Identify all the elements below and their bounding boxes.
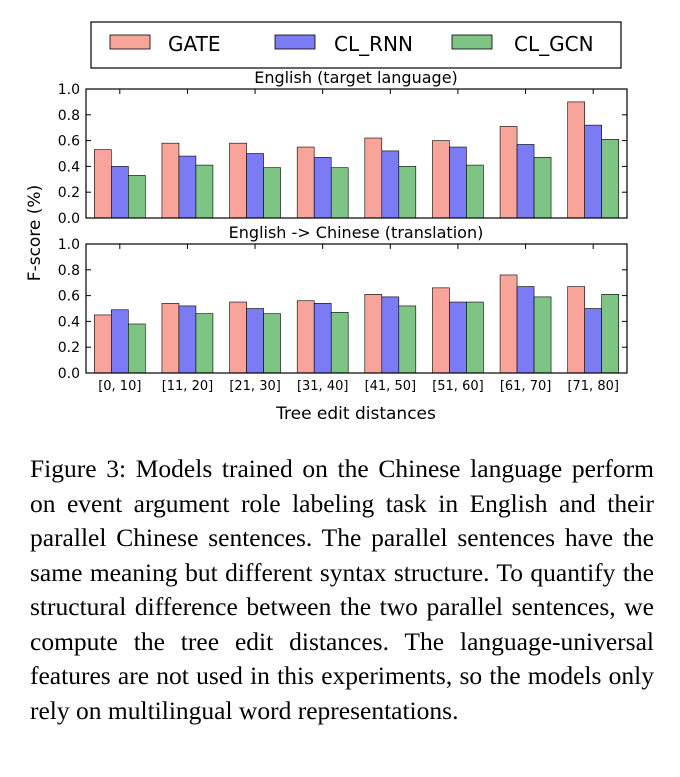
y-tick-label: 1.0	[58, 237, 80, 253]
y-axis-label: F-score (%)	[25, 185, 45, 281]
bar-cl-rnn	[178, 155, 197, 219]
bar-cl-gcn	[128, 175, 146, 219]
bar-gate	[364, 137, 383, 219]
bar-gate	[296, 300, 315, 374]
bar-cl-rnn	[516, 144, 535, 219]
bar-cl-gcn	[195, 313, 214, 374]
y-tick-label: 0.8	[58, 263, 80, 279]
bar-gate	[161, 303, 180, 374]
legend-label-cl-rnn: CL_RNN	[334, 32, 413, 56]
bar-cl-rnn	[111, 309, 129, 374]
y-tick-label: 0.2	[58, 340, 80, 356]
y-tick-label: 0.0	[58, 366, 80, 382]
y-tick-label: 0.0	[58, 211, 80, 227]
bar-cl-rnn	[449, 301, 467, 374]
bar-cl-rnn	[178, 305, 197, 374]
bar-gate	[296, 146, 315, 219]
bar-cl-rnn	[111, 166, 129, 219]
bar-gate	[432, 287, 450, 374]
axes-frame	[85, 243, 628, 374]
bar-cl-gcn	[466, 301, 484, 374]
y-tick-label: 1.0	[58, 82, 80, 98]
bar-cl-gcn	[533, 296, 552, 374]
axes-frame	[85, 88, 628, 219]
x-tick-label: [61, 70]	[500, 379, 552, 394]
bar-cl-gcn	[263, 313, 281, 374]
bar-cl-gcn	[466, 164, 484, 219]
bar-cl-gcn	[398, 305, 417, 374]
y-tick-label: 0.4	[58, 159, 80, 175]
bar-gate	[499, 274, 518, 374]
bar-cl-rnn	[246, 308, 264, 374]
x-tick-label: [21, 30]	[229, 379, 281, 394]
y-tick-label: 0.4	[58, 314, 80, 330]
bar-gate	[94, 149, 112, 219]
bar-cl-rnn	[381, 150, 400, 219]
x-tick-label: [51, 60]	[432, 379, 484, 394]
bar-gate	[432, 140, 450, 219]
bar-cl-gcn	[195, 164, 214, 219]
x-tick-label: [11, 20]	[162, 379, 214, 394]
x-axis-label: Tree edit distances	[275, 404, 436, 424]
panel-translation: 0.0 0.2 0.4 0.6 0.8 1.0 [0, 10] [11, 20] [21, 30…	[58, 237, 628, 394]
legend-label-cl-gcn: CL_GCN	[514, 32, 594, 56]
bar-cl-rnn	[584, 124, 602, 219]
bar-gate	[161, 142, 180, 219]
bar-cl-gcn	[533, 157, 552, 219]
panel-title-translation: English -> Chinese (translation)	[229, 223, 484, 242]
bar-cl-rnn	[381, 296, 400, 374]
x-tick-label: [31, 40]	[297, 379, 349, 394]
bar-gate	[364, 294, 383, 374]
panel-english: 0.0 0.2 0.4 0.6 0.8 1.0	[58, 82, 628, 227]
bar-cl-rnn	[313, 157, 332, 219]
bar-gate	[94, 314, 112, 374]
y-tick-label: 0.6	[58, 134, 80, 150]
bar-cl-gcn	[330, 312, 349, 374]
figure-caption: Figure 3: Models trained on the Chinese …	[30, 454, 654, 725]
bar-gate	[567, 101, 585, 219]
legend-frame	[90, 21, 622, 69]
x-tick-label: [41, 50]	[365, 379, 417, 394]
bar-cl-gcn	[601, 139, 619, 219]
bar-cl-rnn	[449, 146, 467, 219]
bar-gate	[229, 142, 247, 219]
bar-cl-rnn	[246, 153, 264, 219]
bar-cl-gcn	[398, 166, 417, 219]
bar-gate	[567, 286, 585, 374]
figure: GATE CL_RNN CL_GCN English (target langu…	[25, 21, 628, 424]
bar-cl-rnn	[313, 303, 332, 374]
legend-label-gate: GATE	[168, 32, 220, 56]
x-tick-label: [0, 10]	[98, 379, 141, 394]
bar-cl-gcn	[330, 167, 349, 219]
y-tick-label: 0.8	[58, 108, 80, 124]
legend-swatch-cl-gcn	[451, 34, 493, 50]
legend-swatch-cl-rnn	[274, 34, 316, 50]
x-tick-label: [71, 80]	[567, 379, 619, 394]
bar-chart-figure: GATE CL_RNN CL_GCN English (target langu…	[25, 21, 628, 424]
bar-gate	[229, 301, 247, 374]
bar-cl-gcn	[128, 323, 146, 374]
panel-title-english: English (target language)	[254, 68, 458, 87]
legend-swatch-gate	[109, 34, 151, 50]
bar-cl-rnn	[584, 308, 602, 374]
legend: GATE CL_RNN CL_GCN	[90, 21, 622, 69]
bar-cl-rnn	[516, 286, 535, 374]
y-tick-label: 0.6	[58, 289, 80, 305]
bar-cl-gcn	[601, 294, 619, 374]
bar-gate	[499, 126, 518, 219]
bar-cl-gcn	[263, 167, 281, 219]
y-tick-label: 0.2	[58, 185, 80, 201]
